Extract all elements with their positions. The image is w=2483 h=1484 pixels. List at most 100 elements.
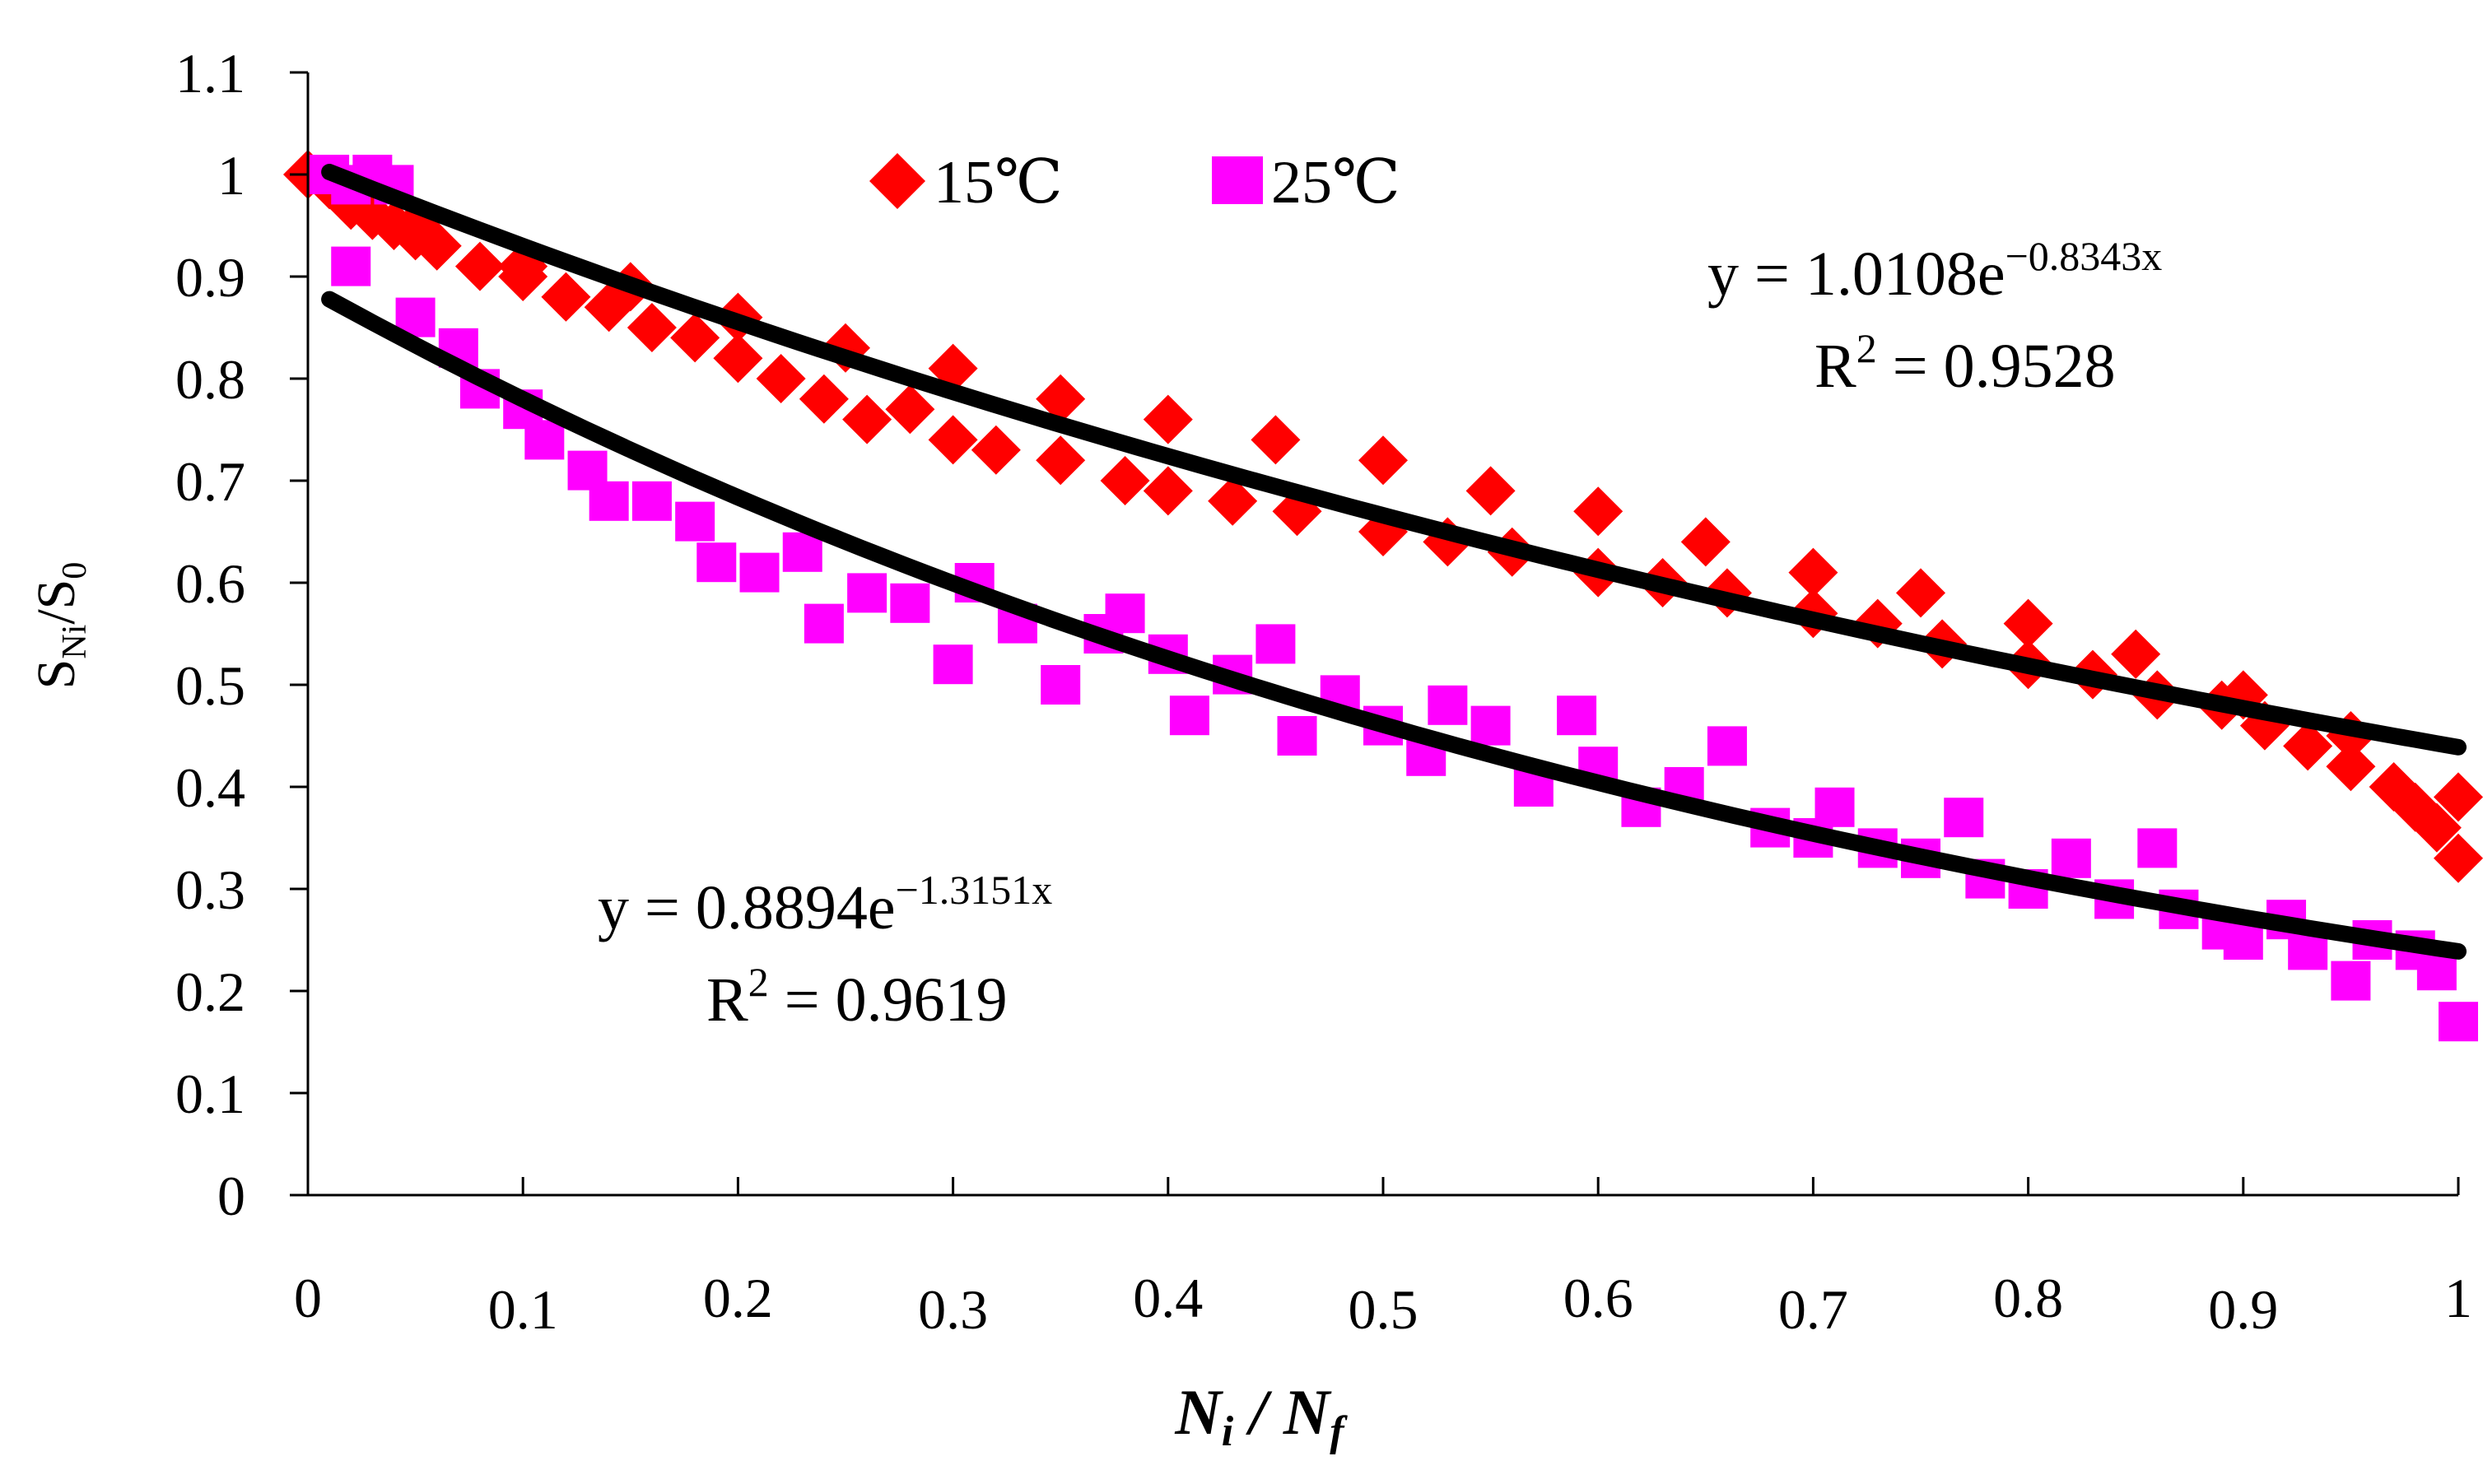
point-25c [696,542,737,583]
point-15c [799,374,849,424]
point-25c [804,603,844,644]
fit-15c-equation-exponent: −0.8343x [2006,233,2163,279]
y-label-main2: S [26,579,86,610]
x-tick-label: 0.9 [2208,1278,2278,1341]
y-tick-label: 0.6 [175,552,245,615]
point-15c [1143,394,1193,444]
legend-25c-square-icon [1212,156,1263,204]
x-tick-label: 0.2 [703,1267,773,1329]
point-15c [412,221,462,271]
point-25c [589,481,629,521]
point-25c [1557,695,1597,736]
point-25c [1105,593,1145,634]
fit-15c-r2-sup: 2 [1856,325,1877,371]
point-25c [1707,726,1747,766]
point-15c [1251,415,1301,465]
point-25c [2137,828,2178,868]
x-tick-label: 0.1 [488,1278,558,1341]
point-25c [933,644,973,685]
fit-25c-r2-prefix: R [706,965,748,1035]
point-15c [842,394,892,444]
fit-curves [321,164,2467,960]
point-25c [631,481,672,521]
point-15c [885,384,935,435]
x-label-main: N [1174,1376,1223,1448]
point-25c [2331,961,2371,1001]
x-axis-ticks: 0 0.1 0.2 0.3 0.4 0.5 0.6 0.7 0.8 0.9 1 [294,1177,2472,1341]
fit-15c-equation: y = 1.0108e−0.8343x [1707,233,2162,309]
point-25c [1041,665,1081,705]
point-25c [890,583,930,623]
point-15c [1208,476,1258,526]
point-15c [454,241,505,291]
x-label-main2: N [1283,1376,1332,1448]
x-label-sub2: f [1330,1408,1348,1455]
y-tick-label: 1 [217,144,245,207]
y-axis-label: SNi/S0 [26,562,94,690]
point-15c [1896,568,1945,618]
y-axis-ticks: 0 0.1 0.2 0.3 0.4 0.5 0.6 0.7 0.8 0.9 1 1.1 [175,42,308,1227]
fit-25c-r2-value: = 0.9619 [769,965,1008,1035]
x-tick-label: 0 [294,1267,322,1329]
y-tick-label: 0.4 [175,756,245,819]
point-25c [675,501,715,542]
point-15c [2411,802,2462,853]
fit-25c-equation-base: y = 0.8894e [598,873,896,942]
point-15c [1358,435,1408,486]
y-label-main: S [26,659,86,690]
y-tick-label: 0.5 [175,654,245,717]
x-tick-label: 0.3 [918,1278,988,1341]
fit-15c-r2-value: = 0.9528 [1877,332,2116,401]
point-15c [1036,374,1086,424]
point-25c [331,246,371,286]
legend-25c-label: 25℃ [1271,149,1400,216]
y-tick-label: 0.3 [175,858,245,921]
x-tick-label: 0.4 [1133,1267,1203,1329]
y-label-sub1: Ni [56,625,94,659]
x-tick-label: 1 [2444,1267,2472,1329]
point-15c [1100,456,1150,505]
point-15c [1573,486,1624,537]
y-label-sep: / [26,609,86,625]
point-25c [1169,695,1209,736]
point-25c [782,532,822,572]
point-25c [1944,798,1984,838]
point-15c [713,333,763,384]
y-tick-label: 0.2 [175,961,245,1023]
x-axis-label: Ni / Nf [1174,1376,1348,1455]
point-15c [1680,517,1731,567]
x-label-sep: / [1233,1376,1283,1448]
x-tick-label: 0.5 [1349,1278,1419,1341]
point-25c [2439,1002,2478,1042]
point-15c [928,415,978,465]
point-15c [1788,547,1838,598]
fit-25c-r2: R2 = 0.9619 [706,959,1008,1035]
point-25c [1814,787,1855,827]
point-15c [670,313,720,363]
fit-15c-equation-base: y = 1.0108e [1707,240,2006,309]
point-15c [2434,833,2483,883]
y-label-sub2: 0 [56,562,94,579]
x-tick-label: 0.6 [1563,1267,1633,1329]
point-15c [756,354,806,403]
point-25c [1428,685,1468,725]
x-tick-label: 0.7 [1778,1278,1848,1341]
point-25c [1470,705,1511,746]
point-15c [2326,742,2376,792]
fit-15c-r2: R2 = 0.9528 [1814,325,2116,401]
point-15c [971,425,1021,475]
fit-curve-25c [321,291,2467,960]
fit-15c-r2-prefix: R [1814,332,1856,401]
legend-15c-label: 15℃ [934,149,1063,216]
x-label-sub1: i [1222,1408,1234,1455]
point-15c [1143,466,1193,516]
legend: 15℃ 25℃ [869,149,1400,216]
point-25c [2051,838,2091,878]
point-25c [847,573,887,613]
fit-25c-equation-exponent: −1.3151x [896,867,1053,913]
point-15c [2283,721,2333,771]
legend-15c-diamond-icon [869,153,925,209]
fit-curve-15c [321,164,2467,756]
point-15c [2003,598,2053,649]
